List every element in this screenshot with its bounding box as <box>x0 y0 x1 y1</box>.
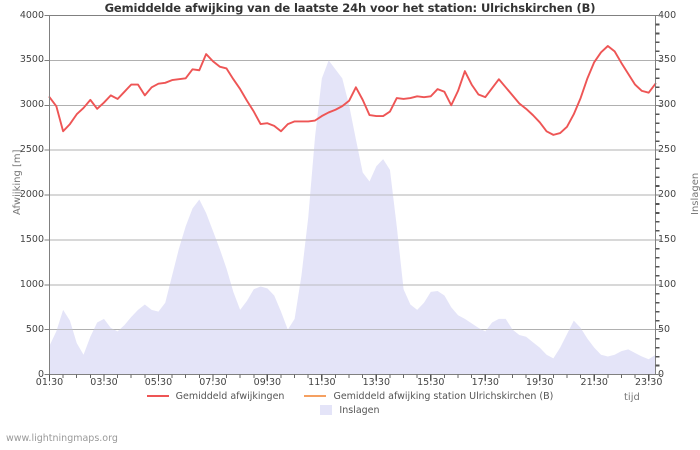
chart-legend: Gemiddeld afwijkingen Gemiddeld afwijkin… <box>0 389 700 417</box>
y-axis-left-tick-label: 2000 <box>19 189 44 200</box>
x-axis-tick-label: 23:30 <box>634 377 663 388</box>
chart-title: Gemiddelde afwijking van de laatste 24h … <box>104 1 596 15</box>
y-axis-left-tick-label: 3000 <box>19 99 44 111</box>
legend-area-swatch-strikes <box>320 405 333 415</box>
legend-label-station: Gemiddeld afwijking station Ulrichskirch… <box>333 390 554 402</box>
x-axis-tick-label: 05:30 <box>144 377 173 388</box>
y-axis-left-tick-label: 1000 <box>19 278 44 290</box>
x-axis-tick-label: 01:30 <box>35 377 64 388</box>
x-axis-tick-label: 03:30 <box>90 377 118 388</box>
y-axis-right-tick-label: 150 <box>658 233 677 245</box>
y-axis-right-tick-label: 350 <box>658 54 677 66</box>
y-axis-right-tick-label: 300 <box>658 99 677 111</box>
x-axis-tick-label: 13:30 <box>362 377 391 388</box>
legend-label-strikes: Inslagen <box>339 404 380 416</box>
legend-label-deviation: Gemiddeld afwijkingen <box>175 390 285 402</box>
y-axis-left-tick-label: 0 <box>37 368 44 380</box>
y-axis-right-tick-label: 250 <box>658 144 677 156</box>
legend-item-station[interactable]: Gemiddeld afwijking station Ulrichskirch… <box>304 391 553 402</box>
footer-source: www.lightningmaps.org <box>6 433 118 444</box>
legend-line-swatch-station <box>304 394 327 398</box>
y-axis-left-tick-label: 4000 <box>19 9 44 21</box>
legend-row-secondary: Inslagen <box>0 403 700 417</box>
x-axis-title: tijd <box>624 392 640 403</box>
area-series-inslagen <box>49 60 656 375</box>
x-axis-tick-label: 11:30 <box>308 377 336 388</box>
x-axis-tick-label: 15:30 <box>417 377 445 388</box>
legend-line-swatch-deviation <box>146 394 169 398</box>
y-axis-left-tick-label: 500 <box>25 323 44 335</box>
y-axis-left-tick-label: 3500 <box>19 54 44 66</box>
x-axis-tick-label: 17:30 <box>471 377 499 388</box>
legend-item-strikes[interactable]: Inslagen <box>320 404 380 416</box>
y-axis-right-tick-label: 50 <box>658 323 671 335</box>
x-axis-tick-label: 07:30 <box>199 377 227 388</box>
x-axis-tick-label: 19:30 <box>526 377 554 388</box>
line-series-gemiddeld-afwijkingen <box>48 45 657 136</box>
legend-row-primary: Gemiddeld afwijkingen Gemiddeld afwijkin… <box>0 389 700 403</box>
y-axis-left-tick-label: 2500 <box>19 144 44 156</box>
x-axis-tick-label: 09:30 <box>253 377 282 388</box>
x-axis-tick-label: 21:30 <box>580 377 608 388</box>
y-axis-right-tick-label: 100 <box>658 278 677 290</box>
y-axis-left-tick-label: 1500 <box>19 233 44 245</box>
y-axis-right-tick-label: 200 <box>658 189 677 200</box>
legend-item-deviation[interactable]: Gemiddeld afwijkingen <box>146 390 285 402</box>
y-axis-right-tick-label: 400 <box>658 9 677 21</box>
